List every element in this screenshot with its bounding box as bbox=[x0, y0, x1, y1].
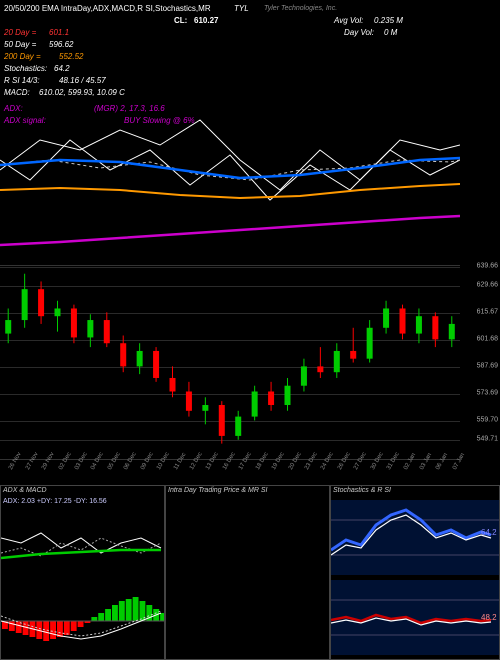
dayvol-value: 0 M bbox=[384, 28, 397, 37]
rsi-value: 48.16 / 45.57 bbox=[59, 76, 106, 85]
stoch-value: 64.2 bbox=[54, 64, 70, 73]
ma200-value: 552.52 bbox=[59, 52, 83, 61]
ticker: TYL bbox=[234, 4, 249, 13]
stochastics-panel: Stochastics & R SI 64.2 48.2 bbox=[330, 485, 500, 660]
ma-overlay-chart bbox=[0, 90, 460, 260]
adx-macd-title: ADX & MACD bbox=[3, 487, 47, 494]
stoch-title: Stochastics & R SI bbox=[333, 487, 391, 494]
ma20-label: 20 Day = bbox=[4, 28, 36, 37]
stoch-label: Stochastics: bbox=[4, 64, 47, 73]
intraday-title: Intra Day Trading Price & MR SI bbox=[168, 487, 267, 494]
company-name: Tyler Technologies, Inc. bbox=[264, 5, 337, 12]
close-value: 610.27 bbox=[194, 16, 218, 25]
ma50-value: 596.62 bbox=[49, 40, 73, 49]
candlestick-chart bbox=[0, 265, 460, 460]
ma200-label: 200 Day = bbox=[4, 52, 41, 61]
date-axis: 26 Nov27 Nov29 Nov02 Dec03 Dec04 Dec05 D… bbox=[0, 460, 460, 480]
dayvol-label: Day Vol: bbox=[344, 28, 374, 37]
close-label: CL: bbox=[174, 16, 187, 25]
intraday-panel: Intra Day Trading Price & MR SI bbox=[165, 485, 330, 660]
avgvol-value: 0.235 M bbox=[374, 16, 403, 25]
rsi-label: R SI 14/3: bbox=[4, 76, 40, 85]
ma50-label: 50 Day = bbox=[4, 40, 36, 49]
svg-text:48.2: 48.2 bbox=[481, 613, 497, 622]
adx-readout: ADX: 2.03 +DY: 17.25 -DY: 16.56 bbox=[3, 498, 107, 505]
lower-panels: ADX & MACD ADX: 2.03 +DY: 17.25 -DY: 16.… bbox=[0, 485, 500, 660]
svg-text:64.2: 64.2 bbox=[481, 528, 497, 537]
ma20-value: 601.1 bbox=[49, 28, 69, 37]
chart-type-label: 20/50/200 EMA IntraDay,ADX,MACD,R SI,Sto… bbox=[4, 4, 211, 13]
adx-macd-panel: ADX & MACD ADX: 2.03 +DY: 17.25 -DY: 16.… bbox=[0, 485, 165, 660]
price-axis: 639.66629.66615.67601.68587.69573.69559.… bbox=[460, 265, 500, 460]
avgvol-label: Avg Vol: bbox=[334, 16, 363, 25]
